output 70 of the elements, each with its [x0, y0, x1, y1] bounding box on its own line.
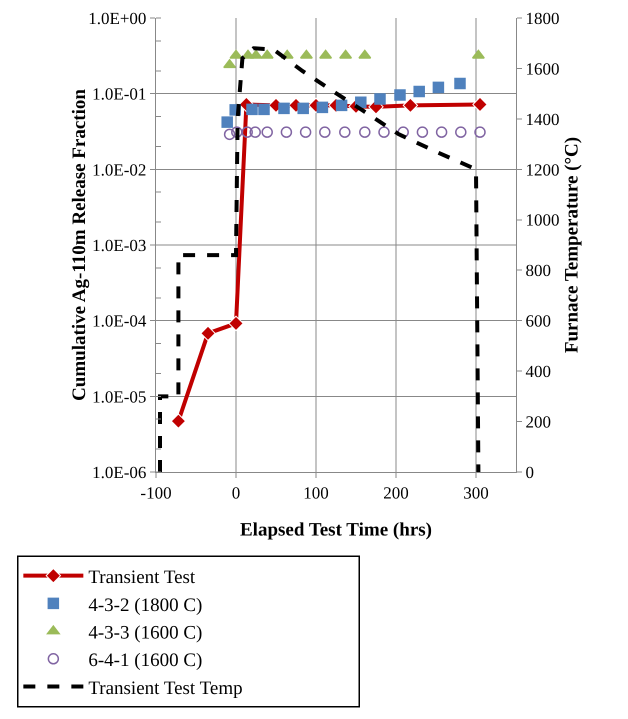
y2-tick-label: 200	[526, 412, 552, 432]
point	[223, 59, 236, 68]
point	[241, 126, 253, 138]
legend-label: 4-3-3 (1600 C)	[88, 622, 202, 644]
point	[339, 50, 352, 59]
point	[413, 86, 425, 98]
legend-label: Transient Test Temp	[88, 678, 243, 699]
y-tick-label: 1.0E-03	[92, 236, 146, 255]
point	[228, 316, 244, 332]
point	[432, 82, 444, 94]
line-series	[158, 46, 480, 472]
point	[436, 126, 448, 138]
x-tick-label: 200	[383, 484, 409, 503]
point	[224, 128, 236, 140]
point	[221, 116, 233, 128]
point	[359, 126, 371, 138]
point	[374, 93, 386, 105]
point	[394, 89, 406, 101]
point	[300, 126, 312, 138]
y2-tick-label: 1000	[526, 210, 560, 230]
y2-tick-label: 1200	[526, 160, 560, 180]
y2-tick-label: 800	[526, 261, 552, 280]
point	[378, 126, 390, 138]
point	[319, 126, 331, 138]
point	[454, 78, 466, 90]
point	[455, 126, 467, 138]
y-tick-label: 1.0E+00	[88, 8, 146, 28]
y2-tick-label: 1400	[526, 110, 560, 129]
x-tick-label: 0	[232, 484, 240, 503]
point	[339, 126, 351, 138]
point	[249, 126, 261, 138]
x-tick-label: 100	[303, 484, 329, 503]
legend-label: 6-4-1 (1600 C)	[88, 650, 202, 672]
point	[280, 126, 292, 138]
point	[416, 126, 428, 138]
legend-label: 4-3-2 (1800 C)	[88, 594, 202, 616]
y2-tick-label: 1600	[526, 59, 560, 78]
point	[319, 50, 332, 59]
point	[258, 104, 270, 116]
y-tick-label: 1.0E-01	[92, 84, 146, 104]
point	[297, 102, 309, 114]
legend-label: Transient Test	[88, 567, 196, 588]
y-tick-label: 1.0E-05	[92, 387, 146, 406]
x-tick-label: 300	[463, 484, 489, 503]
point	[474, 126, 486, 138]
point	[260, 50, 274, 59]
y-tick-label: 1.0E-04	[92, 312, 147, 331]
point	[472, 96, 488, 112]
y2-tick-label: 600	[526, 312, 552, 331]
y2-tick-label: 1800	[526, 8, 560, 28]
point	[316, 102, 328, 114]
point	[200, 326, 216, 341]
y-tick-label: 1.0E-06	[92, 462, 146, 482]
point	[261, 126, 273, 138]
point	[231, 126, 243, 138]
y2-tick-label: 0	[526, 462, 534, 482]
point	[336, 100, 348, 112]
y2-tick-label: 400	[526, 362, 552, 382]
point	[402, 98, 418, 114]
y-axis-title: Cumulative Ag-110m Release Fraction	[69, 88, 90, 401]
point	[300, 50, 313, 59]
point	[358, 50, 372, 59]
point	[278, 102, 290, 114]
point	[246, 104, 258, 116]
x-axis-title: Elapsed Test Time (hrs)	[240, 519, 432, 540]
point	[472, 50, 485, 59]
y2-axis-title: Furnace Temperature (°C)	[562, 136, 583, 354]
point	[170, 413, 186, 429]
y-tick-label: 1.0E-02	[92, 160, 146, 180]
x-tick-label: -100	[140, 484, 172, 503]
